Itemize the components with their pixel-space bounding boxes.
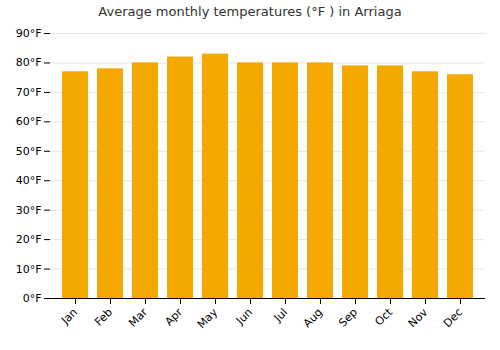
svg-text:90°F: 90°F — [16, 27, 42, 40]
svg-text:Jun: Jun — [233, 306, 255, 328]
svg-text:Jan: Jan — [58, 306, 80, 328]
svg-text:Mar: Mar — [126, 305, 150, 329]
svg-text:30°F: 30°F — [16, 204, 42, 217]
svg-text:10°F: 10°F — [16, 263, 42, 276]
svg-text:60°F: 60°F — [16, 115, 42, 128]
svg-text:Aug: Aug — [301, 306, 325, 330]
svg-text:80°F: 80°F — [16, 56, 42, 69]
svg-text:40°F: 40°F — [16, 174, 42, 187]
svg-text:Sep: Sep — [336, 306, 360, 330]
svg-text:70°F: 70°F — [16, 86, 42, 99]
svg-text:0°F: 0°F — [23, 292, 42, 305]
svg-text:Nov: Nov — [406, 305, 431, 330]
svg-text:Dec: Dec — [441, 306, 465, 330]
svg-text:20°F: 20°F — [16, 233, 42, 246]
svg-text:Jul: Jul — [271, 306, 290, 325]
svg-text:50°F: 50°F — [16, 145, 42, 158]
svg-text:May: May — [195, 305, 221, 331]
svg-text:Apr: Apr — [162, 305, 185, 328]
svg-text:Oct: Oct — [372, 305, 395, 328]
html-text:Average monthly temperatures (: Average monthly temperatures (°F ) in Ar… — [98, 4, 402, 19]
svg-text:Feb: Feb — [92, 306, 115, 329]
